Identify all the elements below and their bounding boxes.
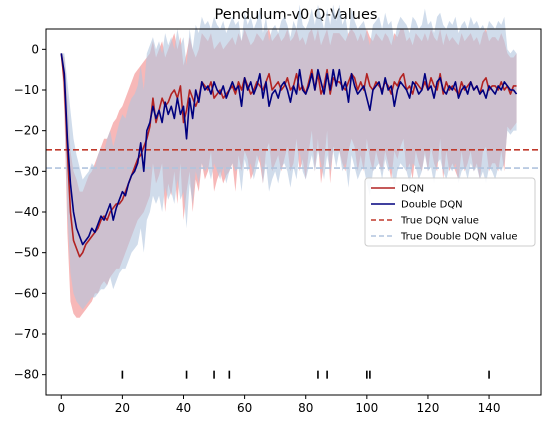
y-tick-label: −70 bbox=[14, 327, 39, 341]
y-tick-label: −60 bbox=[14, 286, 39, 300]
x-tick-label: 40 bbox=[176, 401, 191, 415]
legend-label: True DQN value bbox=[400, 216, 479, 227]
rug-marks bbox=[121, 370, 490, 379]
legend-label: DQN bbox=[401, 184, 424, 195]
legend-label: True Double DQN value bbox=[400, 232, 518, 243]
y-tick-label: 0 bbox=[31, 42, 39, 56]
line-double-dqn bbox=[60, 53, 518, 246]
legend-label: Double DQN bbox=[401, 200, 463, 211]
x-tick-label: 140 bbox=[478, 401, 501, 415]
band-double-dqn bbox=[61, 4, 517, 310]
series-lines bbox=[60, 53, 518, 258]
y-axis: 0 −10 −20 −30 −40 −50 −60 −70 −80 bbox=[14, 42, 46, 382]
x-tick-label: 20 bbox=[115, 401, 130, 415]
y-tick-label: −10 bbox=[14, 83, 39, 97]
x-tick-label: 0 bbox=[57, 401, 65, 415]
y-tick-label: −20 bbox=[14, 124, 39, 138]
x-tick-label: 100 bbox=[355, 401, 378, 415]
y-tick-label: −40 bbox=[14, 205, 39, 219]
x-axis: 0 20 40 60 80 100 120 140 bbox=[57, 395, 501, 415]
y-tick-label: −80 bbox=[14, 368, 39, 382]
legend: DQN Double DQN True DQN value True Double D… bbox=[364, 177, 536, 247]
y-tick-label: −50 bbox=[14, 246, 39, 260]
confidence-bands bbox=[61, 4, 517, 318]
legend-box bbox=[364, 177, 536, 247]
y-tick-label: −30 bbox=[14, 164, 39, 178]
line-dqn bbox=[60, 53, 517, 258]
x-tick-label: 60 bbox=[237, 401, 252, 415]
x-tick-label: 120 bbox=[416, 401, 439, 415]
reference-lines bbox=[46, 148, 541, 169]
x-tick-label: 80 bbox=[298, 401, 313, 415]
